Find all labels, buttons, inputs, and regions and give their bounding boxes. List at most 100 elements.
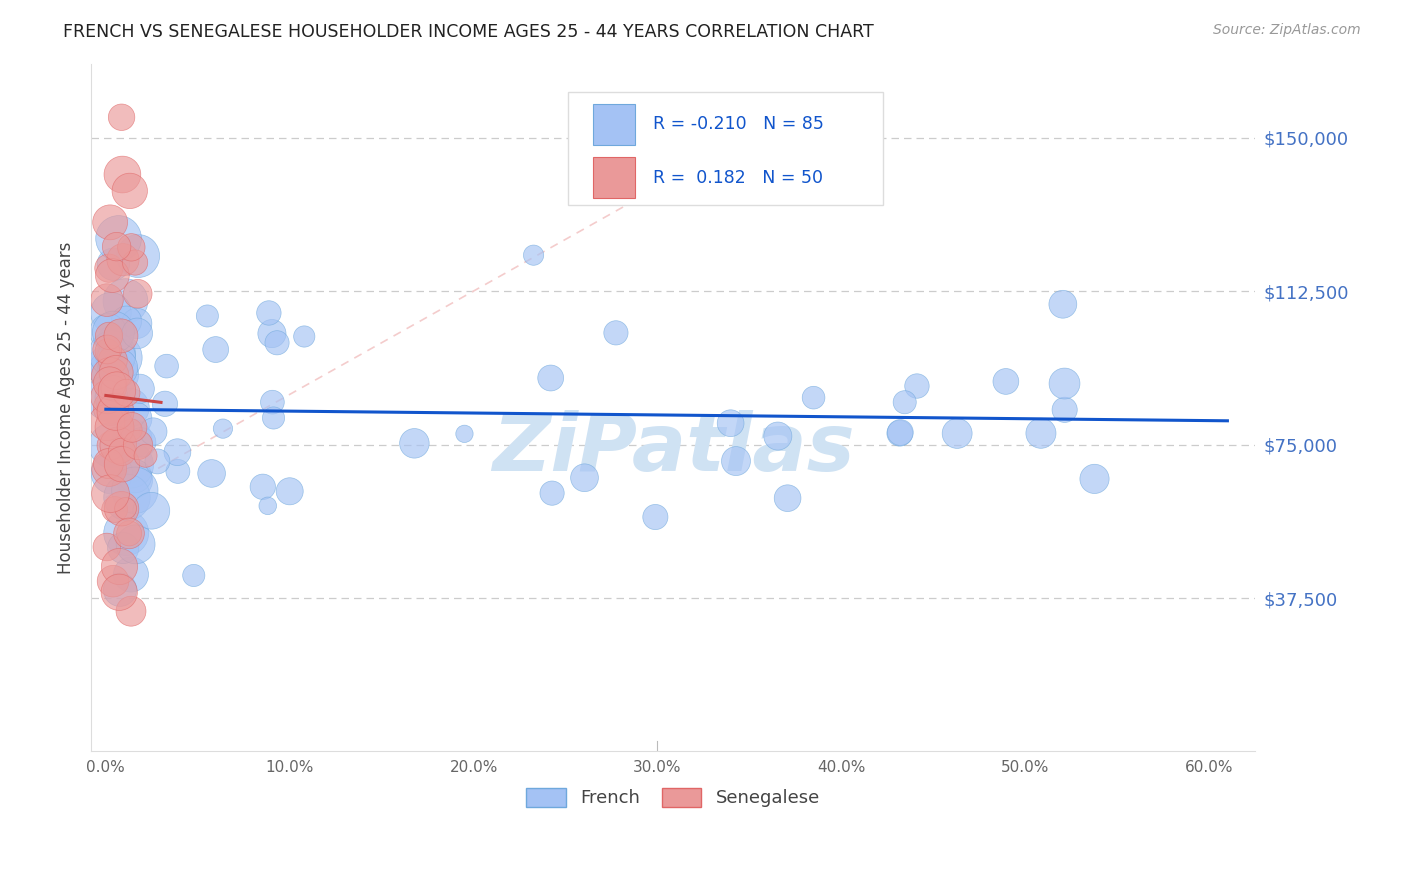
Point xyxy=(104,502,127,516)
Point xyxy=(200,467,222,481)
Point xyxy=(1053,376,1076,391)
FancyBboxPatch shape xyxy=(593,157,634,198)
Point xyxy=(110,501,132,516)
Point xyxy=(1083,472,1105,486)
Point xyxy=(776,491,799,506)
Point xyxy=(124,537,146,551)
Point xyxy=(111,457,134,471)
Point xyxy=(114,501,136,516)
Point xyxy=(101,467,124,481)
Point xyxy=(103,257,125,271)
Point xyxy=(100,438,122,452)
Point xyxy=(101,268,124,283)
Point xyxy=(124,469,146,483)
Text: Source: ZipAtlas.com: Source: ZipAtlas.com xyxy=(1213,23,1361,37)
Point xyxy=(120,458,142,472)
Point xyxy=(260,326,283,341)
Point xyxy=(103,381,125,395)
FancyBboxPatch shape xyxy=(593,104,634,145)
Point xyxy=(115,314,138,328)
Point xyxy=(146,454,169,468)
Point xyxy=(104,405,127,419)
Point xyxy=(105,350,128,364)
Point xyxy=(183,568,205,582)
Point xyxy=(101,347,124,361)
FancyBboxPatch shape xyxy=(568,92,883,205)
Point xyxy=(644,510,666,524)
Point xyxy=(124,255,146,269)
Point xyxy=(453,426,475,441)
Point xyxy=(541,486,564,500)
Text: ZiPatlas: ZiPatlas xyxy=(492,410,855,488)
Point xyxy=(212,422,235,436)
Point xyxy=(98,376,121,391)
Point xyxy=(889,425,911,440)
Point xyxy=(105,366,128,380)
Point xyxy=(110,110,132,124)
Point xyxy=(720,416,742,430)
Point xyxy=(100,391,122,405)
Point xyxy=(120,567,142,582)
Point xyxy=(153,397,176,411)
Point xyxy=(118,526,141,541)
Text: FRENCH VS SENEGALESE HOUSEHOLDER INCOME AGES 25 - 44 YEARS CORRELATION CHART: FRENCH VS SENEGALESE HOUSEHOLDER INCOME … xyxy=(63,23,875,41)
Point xyxy=(101,574,124,589)
Point xyxy=(155,359,177,373)
Legend: French, Senegalese: French, Senegalese xyxy=(519,780,827,814)
Point xyxy=(994,375,1017,389)
Point xyxy=(1029,426,1052,441)
Point xyxy=(108,351,131,365)
Point xyxy=(100,363,122,377)
Point xyxy=(574,471,596,485)
Point xyxy=(115,385,138,400)
Point xyxy=(101,398,124,412)
Point xyxy=(905,379,928,393)
Point xyxy=(889,426,911,441)
Point xyxy=(120,240,142,254)
Point xyxy=(195,309,218,323)
Point xyxy=(98,329,121,343)
Point xyxy=(120,423,142,437)
Point xyxy=(127,326,149,341)
Point xyxy=(108,368,131,382)
Point xyxy=(125,317,148,331)
Point xyxy=(893,395,915,409)
Point xyxy=(115,491,138,505)
Point xyxy=(118,526,141,541)
Point xyxy=(252,480,274,494)
Point xyxy=(108,585,131,599)
Point xyxy=(724,454,747,468)
Text: R = -0.210   N = 85: R = -0.210 N = 85 xyxy=(654,115,824,133)
Point xyxy=(107,231,129,245)
Point xyxy=(1053,402,1076,417)
Point xyxy=(127,438,149,452)
Point xyxy=(100,401,122,415)
Point xyxy=(124,473,146,487)
Point xyxy=(103,420,125,434)
Point xyxy=(166,445,188,459)
Point xyxy=(108,582,131,597)
Point xyxy=(803,391,825,405)
Point xyxy=(103,325,125,339)
Point xyxy=(110,328,132,343)
Point xyxy=(946,426,969,441)
Point xyxy=(105,401,128,416)
Point xyxy=(111,252,134,267)
Point xyxy=(129,435,152,450)
Point xyxy=(105,239,128,253)
Point xyxy=(404,436,426,450)
Point xyxy=(97,359,120,374)
Point xyxy=(101,332,124,346)
Point xyxy=(121,420,143,434)
Point xyxy=(98,215,121,229)
Point xyxy=(100,402,122,417)
Point xyxy=(97,363,120,377)
Y-axis label: Householder Income Ages 25 - 44 years: Householder Income Ages 25 - 44 years xyxy=(58,242,75,574)
Point xyxy=(1052,297,1074,311)
Point xyxy=(115,526,138,541)
Point xyxy=(128,382,150,396)
Point xyxy=(256,499,278,513)
Point xyxy=(96,540,118,554)
Point xyxy=(262,395,284,409)
Point xyxy=(111,168,134,182)
